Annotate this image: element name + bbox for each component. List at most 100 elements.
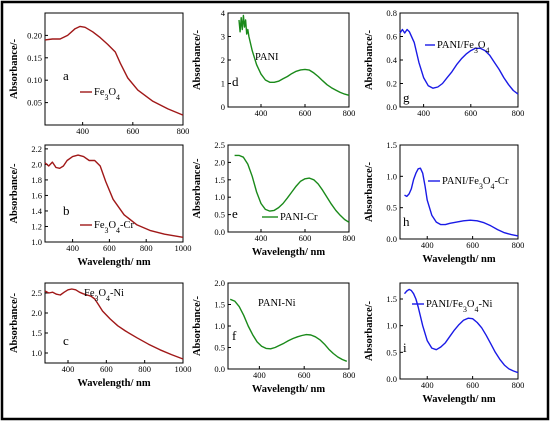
y-tick-label: 1.5 bbox=[214, 175, 225, 185]
y-tick-label: 0 bbox=[221, 102, 225, 112]
y-tick-label: 0.0 bbox=[214, 364, 225, 374]
y-axis-title: Absorbance/- bbox=[9, 292, 20, 353]
panel-letter: i bbox=[403, 340, 407, 355]
y-tick-label: 2.0 bbox=[31, 159, 42, 169]
y-tick-label: 1.5 bbox=[386, 140, 397, 150]
series-line bbox=[234, 154, 350, 223]
x-tick-label: 600 bbox=[464, 108, 477, 118]
series-line bbox=[238, 14, 350, 96]
y-axis-title: Absorbance/- bbox=[192, 158, 203, 219]
x-axis-title: Wavelength/ nm bbox=[77, 257, 150, 268]
x-tick-label: 800 bbox=[140, 243, 153, 253]
legend-label: PANI-Cr bbox=[280, 212, 318, 223]
y-tick-label: 1.0 bbox=[386, 321, 397, 331]
y-tick-label: 0.8 bbox=[386, 8, 397, 18]
y-tick-label: 0.0 bbox=[386, 102, 397, 112]
plot-frame bbox=[399, 144, 519, 240]
y-tick-label: 1.0 bbox=[214, 321, 225, 331]
y-tick-label: 4 bbox=[221, 8, 226, 18]
plot-frame bbox=[227, 144, 350, 233]
panel-letter: e bbox=[232, 206, 238, 221]
legend-label: PANI/Fe3O4-Ni bbox=[426, 299, 493, 314]
x-tick-label: 1000 bbox=[175, 364, 192, 374]
y-tick-label: 2.0 bbox=[214, 278, 225, 288]
x-axis-title: Wavelength/ nm bbox=[252, 384, 325, 395]
y-tick-label: 2.0 bbox=[31, 308, 42, 318]
x-tick-label: 800 bbox=[512, 108, 525, 118]
legend-label: Fe3O4 bbox=[94, 87, 120, 102]
x-axis-title: Wavelength/ nm bbox=[77, 378, 150, 389]
y-tick-label: 0.2 bbox=[386, 79, 397, 89]
x-tick-label: 400 bbox=[255, 233, 268, 243]
y-tick-label: 1.0 bbox=[214, 192, 225, 202]
y-tick-label: 0.05 bbox=[27, 98, 42, 108]
x-tick-label: 600 bbox=[466, 240, 479, 250]
series-line bbox=[404, 167, 519, 237]
y-tick-label: 0.4 bbox=[386, 55, 397, 65]
y-tick-label: 1.2 bbox=[31, 221, 42, 231]
x-tick-label: 800 bbox=[343, 108, 356, 118]
legend-label: Fe3O4-Ni bbox=[84, 288, 124, 303]
x-tick-label: 600 bbox=[298, 370, 311, 380]
panel-letter: d bbox=[232, 74, 239, 89]
y-tick-label: 0.5 bbox=[386, 203, 397, 213]
x-tick-label: 400 bbox=[421, 240, 434, 250]
x-tick-label: 400 bbox=[421, 380, 434, 390]
y-tick-label: 1.5 bbox=[386, 294, 397, 304]
y-tick-label: 0.20 bbox=[27, 30, 42, 40]
y-tick-label: 0.6 bbox=[386, 32, 397, 42]
y-tick-label: 1.5 bbox=[214, 300, 225, 310]
x-axis-title: Wavelength/ nm bbox=[422, 254, 495, 265]
x-axis-title: Wavelength/ nm bbox=[422, 394, 495, 405]
x-tick-label: 600 bbox=[299, 233, 312, 243]
y-tick-label: 0.10 bbox=[27, 75, 42, 85]
x-tick-label: 400 bbox=[62, 364, 75, 374]
panel-letter: a bbox=[63, 68, 69, 83]
y-tick-label: 0.0 bbox=[386, 374, 397, 384]
y-tick-label: 0.5 bbox=[214, 343, 225, 353]
legend-label: PANI/Fe3O4-Cr bbox=[442, 176, 509, 191]
y-tick-label: 0.15 bbox=[27, 53, 42, 63]
plot-frame bbox=[44, 12, 184, 126]
x-tick-label: 600 bbox=[466, 380, 479, 390]
plot-frame bbox=[44, 144, 184, 243]
y-axis-title: Absorbance/- bbox=[192, 29, 203, 90]
panel-g: 400 600 800 0.0 0.2 0.4 0.6 0.8 Absorbance/- PANI… bbox=[364, 8, 524, 118]
y-tick-label: 2.0 bbox=[214, 157, 225, 167]
y-axis-title: Absorbance/- bbox=[364, 29, 375, 90]
x-tick-label: 800 bbox=[343, 233, 356, 243]
panel-letter: g bbox=[403, 90, 410, 105]
panel-i: 400 600 800 0.0 0.5 1.0 1.5 Absorbance/- Wavelen… bbox=[364, 282, 525, 405]
y-tick-label: 1.0 bbox=[386, 171, 397, 181]
panel-h: 400 600 800 0.0 0.5 1.0 1.5 Absorbance/- Wavelen… bbox=[364, 140, 524, 265]
x-tick-label: 1000 bbox=[175, 243, 192, 253]
panel-letter: b bbox=[63, 203, 70, 218]
y-tick-label: 1.0 bbox=[31, 348, 42, 358]
series-line bbox=[229, 298, 348, 362]
panel-d: 400 600 800 0 1 2 3 4 Absorbance/- PANI d bbox=[192, 8, 355, 118]
x-tick-label: 600 bbox=[103, 243, 116, 253]
y-tick-label: 0.0 bbox=[214, 227, 225, 237]
series-line bbox=[44, 154, 184, 238]
series-line bbox=[399, 28, 519, 95]
x-tick-label: 800 bbox=[177, 126, 190, 136]
y-tick-label: 1.6 bbox=[31, 190, 42, 200]
y-tick-label: 2.5 bbox=[214, 140, 225, 150]
panel-letter: c bbox=[63, 333, 69, 348]
y-axis-title: Absorbance/- bbox=[9, 38, 20, 99]
series-line bbox=[403, 288, 519, 374]
panel-letter: f bbox=[232, 328, 237, 343]
x-tick-label: 400 bbox=[66, 243, 79, 253]
y-tick-label: 1.4 bbox=[31, 206, 42, 216]
legend-label: Fe3O4-Cr bbox=[94, 220, 134, 235]
y-tick-label: 2.5 bbox=[31, 288, 42, 298]
x-tick-label: 800 bbox=[512, 380, 525, 390]
y-tick-label: 1 bbox=[221, 79, 225, 89]
panel-letter: h bbox=[403, 214, 410, 229]
y-axis-title: Absorbance/- bbox=[364, 161, 375, 222]
panel-f: 400 600 800 0.0 0.5 1.0 1.5 2.0 Absorbance/- Wave… bbox=[192, 278, 355, 395]
y-tick-label: 1.8 bbox=[31, 175, 42, 185]
y-tick-label: 1.0 bbox=[31, 237, 42, 247]
